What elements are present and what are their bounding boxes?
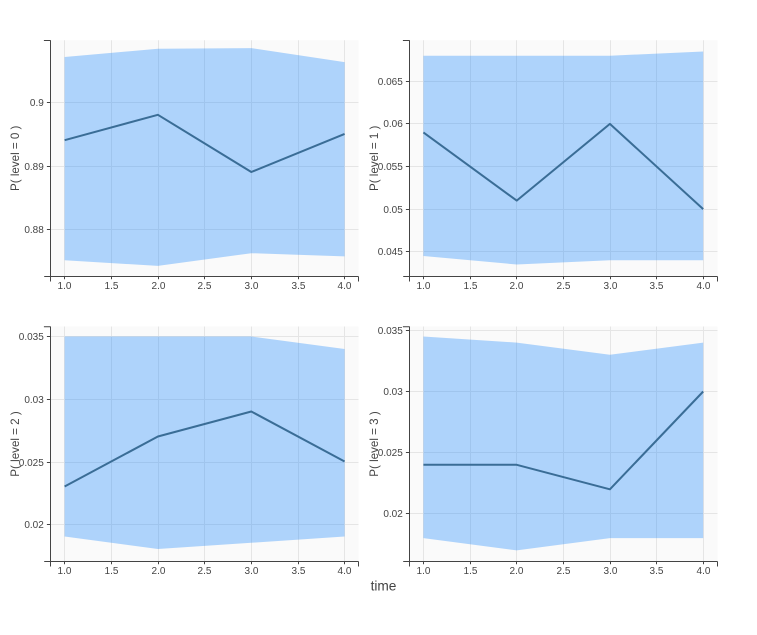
svg-text:2.0: 2.0	[510, 566, 524, 577]
svg-text:1.0: 1.0	[58, 566, 72, 577]
svg-text:0.03: 0.03	[24, 395, 44, 406]
svg-text:2.0: 2.0	[152, 566, 166, 577]
svg-text:3.5: 3.5	[650, 566, 664, 577]
svg-text:2.0: 2.0	[152, 281, 166, 292]
svg-text:1.5: 1.5	[105, 281, 119, 292]
svg-text:1.5: 1.5	[464, 566, 478, 577]
svg-text:0.025: 0.025	[19, 458, 44, 469]
svg-text:2.0: 2.0	[510, 281, 524, 292]
svg-text:0.06: 0.06	[383, 119, 403, 130]
svg-text:4.0: 4.0	[338, 281, 352, 292]
svg-text:0.03: 0.03	[383, 387, 403, 398]
svg-text:3.0: 3.0	[245, 566, 259, 577]
svg-text:2.5: 2.5	[198, 281, 212, 292]
svg-text:0.065: 0.065	[378, 77, 403, 88]
svg-text:0.045: 0.045	[378, 247, 403, 258]
svg-text:3.5: 3.5	[292, 281, 306, 292]
svg-text:4.0: 4.0	[697, 566, 711, 577]
svg-text:0.02: 0.02	[24, 520, 44, 531]
svg-text:2.5: 2.5	[198, 566, 212, 577]
svg-text:time: time	[371, 579, 397, 594]
svg-text:0.05: 0.05	[383, 205, 403, 216]
svg-text:1.0: 1.0	[417, 566, 431, 577]
svg-text:P( level = 0 ): P( level = 0 )	[9, 125, 22, 191]
svg-text:0.035: 0.035	[19, 332, 44, 343]
svg-text:3.0: 3.0	[604, 566, 618, 577]
svg-text:0.9: 0.9	[30, 98, 44, 109]
svg-text:0.055: 0.055	[378, 162, 403, 173]
svg-text:0.025: 0.025	[378, 448, 403, 459]
svg-text:1.5: 1.5	[105, 566, 119, 577]
svg-text:3.5: 3.5	[650, 281, 664, 292]
svg-text:P( level = 2 ): P( level = 2 )	[9, 411, 22, 477]
svg-text:2.5: 2.5	[557, 566, 571, 577]
svg-text:0.035: 0.035	[378, 326, 403, 337]
svg-text:1.5: 1.5	[464, 281, 478, 292]
svg-text:0.89: 0.89	[24, 162, 44, 173]
svg-text:4.0: 4.0	[697, 281, 711, 292]
svg-text:1.0: 1.0	[58, 281, 72, 292]
svg-text:3.0: 3.0	[245, 281, 259, 292]
svg-text:4.0: 4.0	[338, 566, 352, 577]
svg-text:P( level = 1 ): P( level = 1 )	[368, 125, 381, 191]
svg-text:P( level = 3 ): P( level = 3 )	[368, 411, 381, 477]
svg-text:0.02: 0.02	[383, 509, 403, 520]
svg-text:3.0: 3.0	[604, 281, 618, 292]
svg-text:1.0: 1.0	[417, 281, 431, 292]
svg-text:3.5: 3.5	[292, 566, 306, 577]
svg-text:2.5: 2.5	[557, 281, 571, 292]
svg-text:0.88: 0.88	[24, 225, 44, 236]
